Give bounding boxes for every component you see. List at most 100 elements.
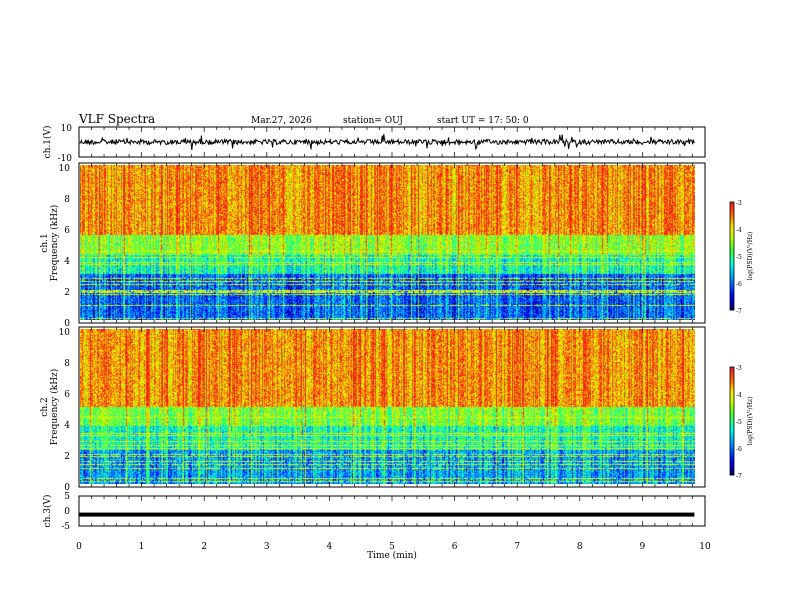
colorbar-segment <box>730 231 734 235</box>
colorbar-segment <box>730 448 734 452</box>
colorbar-segment <box>730 253 734 257</box>
colorbar-segment <box>730 212 734 216</box>
ch1-colorbar <box>730 202 734 311</box>
x-tick-mark <box>78 163 706 323</box>
ch2-spec-ytick-8: 8 <box>64 359 70 369</box>
ch2-spec-ylabel: Frequency (kHz) <box>49 369 60 446</box>
ch3-panel: 5 0 -5 ch.3(V) <box>42 492 706 532</box>
colorbar-segment <box>730 274 734 278</box>
colorbar-segment <box>730 464 734 468</box>
ch1-spec-ytick-4: 4 <box>64 257 70 267</box>
colorbar-segment <box>730 410 734 414</box>
colorbar-segment <box>730 388 734 392</box>
colorbar-segment <box>730 288 734 292</box>
colorbar-segment <box>730 218 734 222</box>
colorbar-segment <box>730 418 734 422</box>
xtick-8: 8 <box>577 542 583 552</box>
colorbar-segment <box>730 369 734 373</box>
colorbar-segment <box>730 229 734 233</box>
colorbar-segment <box>730 399 734 403</box>
ch2-spec-ytick-2: 2 <box>64 452 70 462</box>
ch3-ylabel: ch.3(V) <box>42 495 53 528</box>
x-axis: 0 1 2 3 4 5 6 7 8 9 10 Time (min) <box>76 542 711 561</box>
ch2-colorbar <box>730 367 734 476</box>
colorbar-segment <box>730 264 734 268</box>
xtick-7: 7 <box>514 542 520 552</box>
colorbar-segment <box>730 280 734 284</box>
colorbar-segment <box>730 239 734 243</box>
xtick-6: 6 <box>452 542 458 552</box>
colorbar-segment <box>730 283 734 287</box>
colorbar-segment <box>730 242 734 246</box>
colorbar-segment <box>730 372 734 376</box>
ch1-spec-ticks <box>78 163 706 323</box>
ch2-spec-ytick-4: 4 <box>64 421 70 431</box>
colorbar-segment <box>730 466 734 470</box>
colorbar-segment <box>730 380 734 384</box>
ch2-spec-ticks <box>78 327 706 487</box>
colorbar-segment <box>730 434 734 438</box>
colorbar-segment <box>730 445 734 449</box>
colorbar-segment <box>730 234 734 238</box>
colorbar-segment <box>730 250 734 254</box>
ch1-cbar-tick-6: -6 <box>736 281 742 288</box>
colorbar-segment <box>730 461 734 465</box>
colorbar-segment <box>730 412 734 416</box>
colorbar-segment <box>730 431 734 435</box>
colorbar-segment <box>730 377 734 381</box>
colorbar-segment <box>730 404 734 408</box>
colorbar-segment <box>730 421 734 425</box>
xtick-4: 4 <box>327 542 333 552</box>
ch1-cbar-tick-3: -3 <box>736 200 742 207</box>
colorbar-segment <box>730 301 734 305</box>
colorbar-segment <box>730 204 734 208</box>
colorbar-segment <box>730 415 734 419</box>
ch3-x-ticks <box>78 496 706 526</box>
colorbar-segment <box>730 247 734 251</box>
ch2-cbar-tick-6: -6 <box>736 446 742 453</box>
colorbar-segment <box>730 426 734 430</box>
ch1-panel: 10 -10 ch.1(V) <box>42 124 706 164</box>
colorbar-segment <box>730 439 734 443</box>
colorbar-segment <box>730 269 734 273</box>
colorbar-segment <box>730 423 734 427</box>
colorbar-segment <box>730 375 734 379</box>
colorbar-segment <box>730 293 734 297</box>
colorbar-segment <box>730 207 734 211</box>
ch2-cbar-tick-5: -5 <box>736 419 742 426</box>
ch3-ytick-top: 5 <box>64 492 70 502</box>
colorbar-segment <box>730 453 734 457</box>
colorbar-segment <box>730 220 734 224</box>
colorbar-segment <box>730 256 734 260</box>
colorbar-segment <box>730 291 734 295</box>
ch1-spectrogram-panel: 0 2 4 6 8 10 ch.1 Frequency (kHz) -3 -4 … <box>40 162 754 329</box>
ch1-spec-ytick-6: 6 <box>64 226 70 236</box>
ch2-spectrogram-image <box>80 329 695 484</box>
ch2-cbar-tick-7: -7 <box>736 473 742 480</box>
colorbar-segment <box>730 223 734 227</box>
start-time-label: start UT = 17: 50: 0 <box>437 116 529 126</box>
ch1-spec-channel-label: ch.1 <box>40 233 50 252</box>
xtick-0: 0 <box>76 542 82 552</box>
date-label: Mar.27, 2026 <box>251 116 312 126</box>
x-tick-mark <box>78 496 706 526</box>
colorbar-segment <box>730 391 734 395</box>
colorbar-segment <box>730 277 734 281</box>
ch1-spec-ytick-10: 10 <box>59 164 71 174</box>
colorbar-segment <box>730 458 734 462</box>
colorbar-segment <box>730 437 734 441</box>
ch1-colorbar-frame <box>729 201 735 311</box>
colorbar-segment <box>730 407 734 411</box>
xtick-1: 1 <box>139 542 145 552</box>
ch3-waveform-trace <box>79 512 695 517</box>
colorbar-segment <box>730 299 734 303</box>
colorbar-segment <box>730 429 734 433</box>
xtick-2: 2 <box>201 542 207 552</box>
colorbar-segment <box>730 442 734 446</box>
ch2-spec-ytick-10: 10 <box>59 328 71 338</box>
xtick-5: 5 <box>389 542 395 552</box>
ch1-colorbar-label: log(PSD)(V²/Hz) <box>747 232 754 281</box>
ch1-ytick-top: 10 <box>61 124 73 134</box>
x-tick-mark <box>78 327 706 487</box>
ch2-cbar-tick-4: -4 <box>736 392 742 399</box>
